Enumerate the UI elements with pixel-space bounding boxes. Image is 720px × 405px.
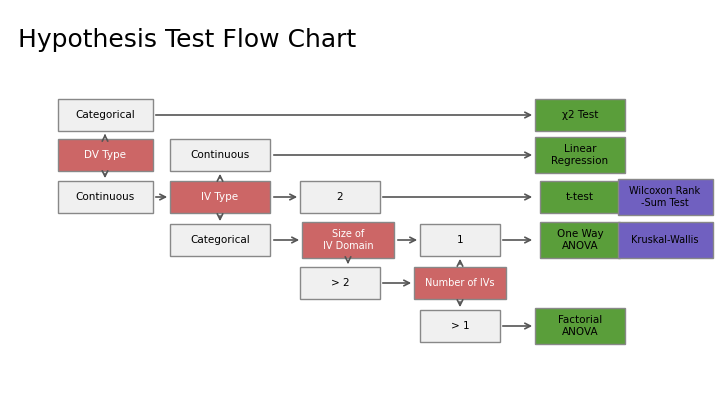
Bar — [58, 139, 153, 171]
Text: DV Type: DV Type — [84, 150, 126, 160]
Text: Linear
Regression: Linear Regression — [552, 144, 608, 166]
Text: Kruskal-Wallis: Kruskal-Wallis — [631, 235, 698, 245]
Text: IV Type: IV Type — [202, 192, 238, 202]
Text: Factorial
ANOVA: Factorial ANOVA — [558, 315, 602, 337]
Bar — [300, 267, 380, 299]
Text: Wilcoxon Rank
-Sum Test: Wilcoxon Rank -Sum Test — [629, 186, 701, 208]
Text: t-test: t-test — [566, 192, 594, 202]
Bar — [420, 224, 500, 256]
Bar — [535, 99, 625, 131]
Bar — [170, 181, 270, 213]
Text: > 2: > 2 — [330, 278, 349, 288]
Bar — [540, 181, 620, 213]
Text: > 1: > 1 — [451, 321, 469, 331]
Text: Hypothesis Test Flow Chart: Hypothesis Test Flow Chart — [18, 28, 356, 52]
Bar — [535, 137, 625, 173]
Text: Number of IVs: Number of IVs — [426, 278, 495, 288]
Bar — [540, 222, 620, 258]
Bar — [302, 222, 394, 258]
Bar — [170, 224, 270, 256]
Text: Continuous: Continuous — [190, 150, 250, 160]
Text: χ2 Test: χ2 Test — [562, 110, 598, 120]
Bar — [414, 267, 506, 299]
Bar — [58, 99, 153, 131]
Bar — [420, 310, 500, 342]
Text: 2: 2 — [337, 192, 343, 202]
Bar — [618, 179, 713, 215]
Text: Categorical: Categorical — [190, 235, 250, 245]
Text: Categorical: Categorical — [75, 110, 135, 120]
Bar — [618, 222, 713, 258]
Bar — [535, 308, 625, 344]
Bar — [300, 181, 380, 213]
Text: One Way
ANOVA: One Way ANOVA — [557, 229, 603, 251]
Text: Size of
IV Domain: Size of IV Domain — [323, 229, 373, 251]
Bar — [170, 139, 270, 171]
Text: 1: 1 — [456, 235, 463, 245]
Bar — [58, 181, 153, 213]
Text: Continuous: Continuous — [76, 192, 135, 202]
